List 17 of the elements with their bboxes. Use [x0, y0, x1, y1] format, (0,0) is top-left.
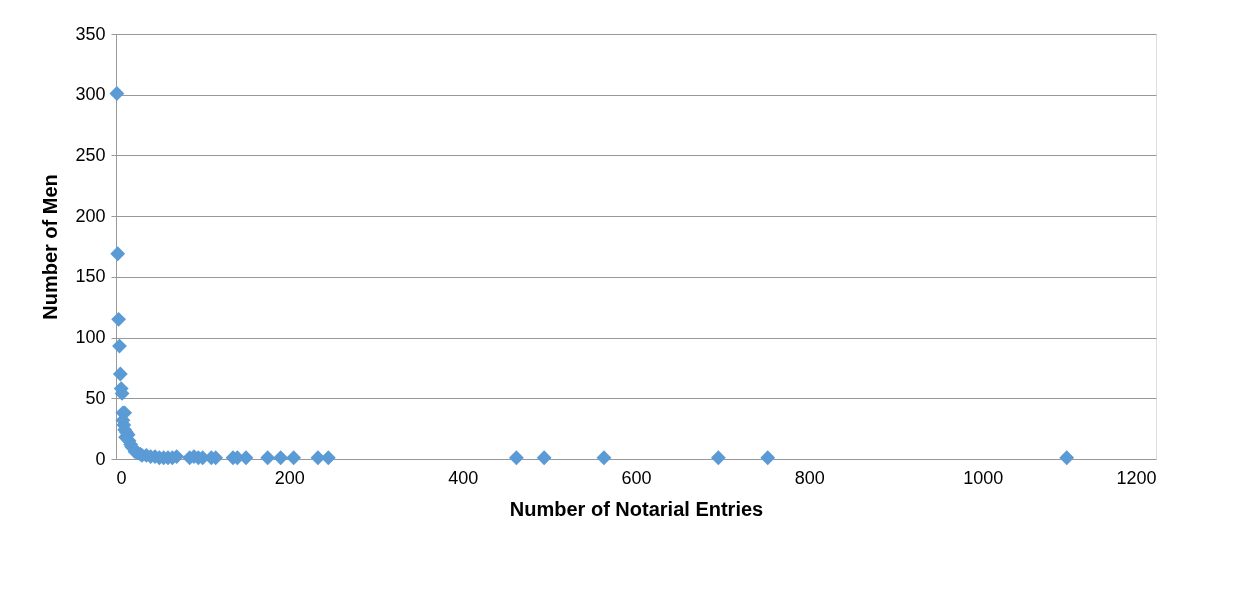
x-tick-label: 1000: [963, 467, 1004, 488]
y-axis-title: Number of Men: [39, 174, 62, 320]
x-tick-label: 800: [794, 467, 825, 488]
x-tick-label: 0: [116, 467, 127, 488]
y-tick-label: 150: [75, 266, 106, 287]
y-tick-label: 50: [85, 387, 106, 408]
y-tick-label: 250: [75, 144, 106, 165]
x-axis-title: Number of Notarial Entries: [509, 497, 764, 520]
y-tick-label: 100: [75, 327, 106, 348]
x-tick-label: 600: [621, 467, 652, 488]
x-tick-label: 400: [448, 467, 479, 488]
y-tick-label: 0: [95, 448, 106, 469]
y-tick-label: 300: [75, 84, 106, 105]
y-tick-label: 350: [75, 23, 106, 44]
y-tick-label: 200: [75, 205, 106, 226]
x-tick-label: 200: [274, 467, 305, 488]
x-tick-label: 1200: [1116, 467, 1157, 488]
